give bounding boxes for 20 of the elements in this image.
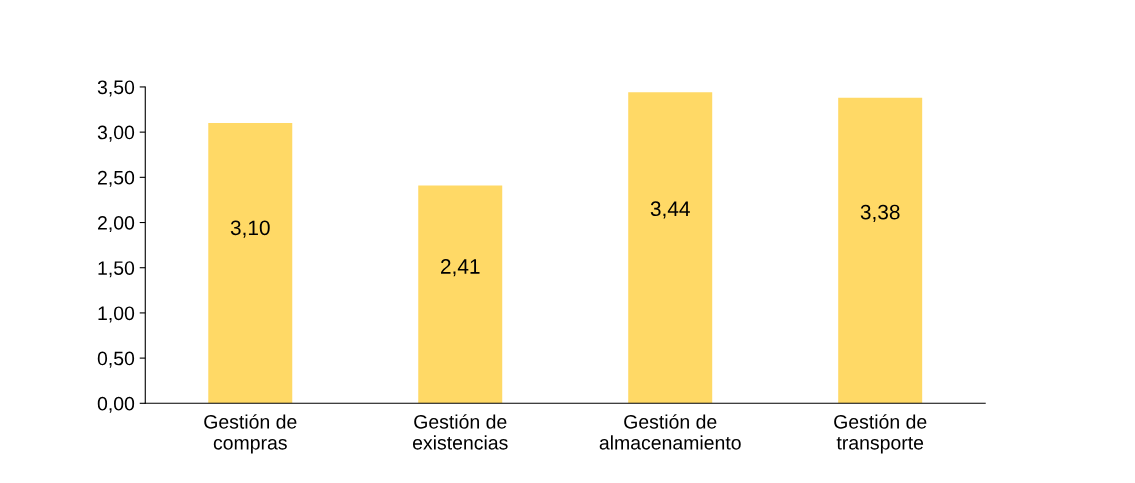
x-tick-label: Gestión de almacenamiento: [599, 414, 741, 450]
bar: [208, 123, 293, 404]
y-tick-label: 2,00: [98, 215, 135, 233]
x-tick-label: Gestión de existencias: [412, 414, 508, 450]
y-tick-label: 3,50: [97, 80, 135, 97]
y-tick-label: 0,50: [97, 351, 135, 368]
y-tick-label: 1,00: [98, 306, 135, 323]
x-tick-label: Gestión de compras: [204, 414, 297, 454]
bar: [418, 185, 503, 404]
y-tick-label: 0,00: [97, 396, 135, 413]
data-label: 3,44: [650, 201, 690, 219]
data-label: 3,10: [230, 220, 270, 238]
bar: [628, 92, 713, 404]
y-tick-label: 3,00: [97, 125, 135, 142]
bar: [838, 97, 923, 404]
data-label: 2,41: [441, 259, 480, 277]
data-label: 3,38: [860, 204, 900, 222]
y-tick-label: 1,50: [98, 261, 135, 278]
y-tick-label: 2,50: [98, 170, 135, 187]
x-tick-label: Gestión de transporte: [834, 414, 927, 454]
